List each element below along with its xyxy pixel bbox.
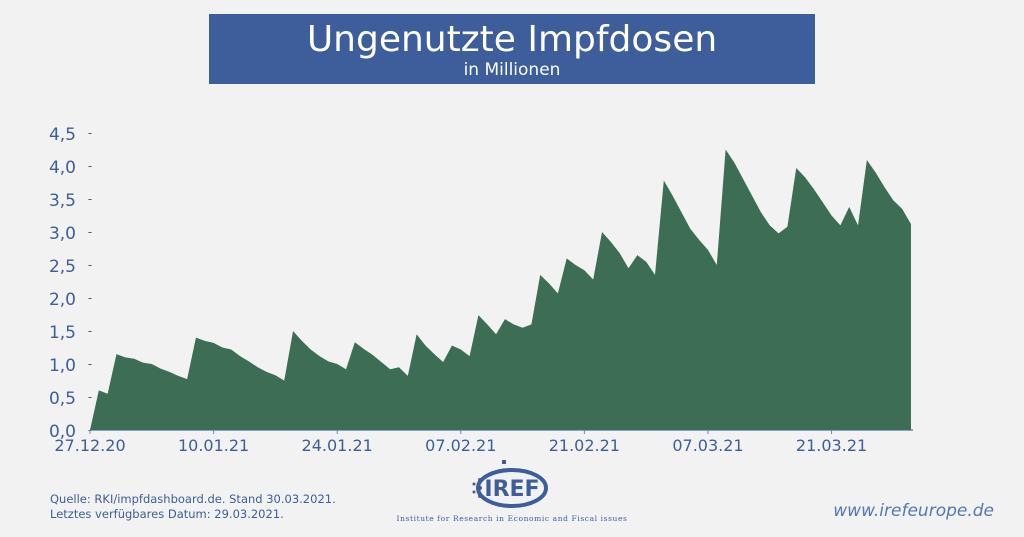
y-tick-label: 3,0: [49, 224, 76, 244]
source-note: Quelle: RKI/impfdashboard.de. Stand 30.0…: [50, 492, 336, 522]
y-tick-mark: -: [88, 324, 92, 338]
y-tick-label: 0,0: [49, 422, 76, 442]
y-tick-label: 4,0: [49, 158, 76, 178]
y-tick-label: 0,5: [49, 389, 76, 409]
y-tick-mark: -: [88, 126, 92, 140]
chart-subtitle: in Millionen: [463, 60, 561, 80]
x-tick-label: 10.01.21: [178, 436, 249, 455]
website-link[interactable]: www.irefeurope.de: [833, 501, 994, 521]
x-tick-label: 21.02.21: [549, 436, 620, 455]
y-tick-label: 2,5: [49, 257, 76, 277]
y-tick-label: 2,0: [49, 290, 76, 310]
y-tick-mark: -: [88, 159, 92, 173]
svg-text:IREF: IREF: [484, 477, 539, 502]
y-tick-mark: -: [88, 357, 92, 371]
y-tick-mark: -: [88, 390, 92, 404]
iref-logo-mark: IREF: [472, 460, 548, 508]
x-tick-label: 21.03.21: [796, 436, 867, 455]
source-line-2: Letztes verfügbares Datum: 29.03.2021.: [50, 507, 284, 521]
plot-area: [90, 149, 911, 430]
y-tick-mark: -: [88, 258, 92, 272]
chart-title: Ungenutzte Impfdosen: [306, 19, 718, 60]
source-line-1: Quelle: RKI/impfdashboard.de. Stand 30.0…: [50, 492, 336, 506]
y-tick-mark: -: [88, 291, 92, 305]
x-tick-label: 27.12.20: [54, 436, 125, 455]
x-tick-label: 07.03.21: [672, 436, 743, 455]
x-axis: 27.12.20 10.01.21 24.01.21 07.02.21 21.02.21…: [54, 429, 913, 455]
y-tick-mark: -: [88, 192, 92, 206]
y-tick-label: 1,0: [49, 356, 76, 376]
iref-logo: IREF Institute for Research in Economic …: [380, 458, 644, 528]
y-axis: 0,0-0,5-1,0-1,5-2,0-2,5-3,0-3,5-4,0-4,5-: [49, 125, 92, 442]
x-tick-label: 24.01.21: [302, 436, 373, 455]
logo-tagline: Institute for Research in Economic and F…: [396, 514, 628, 523]
x-tick-label: 07.02.21: [425, 436, 496, 455]
y-tick-label: 3,5: [49, 191, 76, 211]
y-tick-label: 1,5: [49, 323, 76, 343]
chart-title-banner: Ungenutzte Impfdosen in Millionen: [209, 14, 815, 84]
y-tick-label: 4,5: [49, 125, 76, 145]
y-tick-mark: -: [88, 225, 92, 239]
series-area: [90, 149, 911, 430]
